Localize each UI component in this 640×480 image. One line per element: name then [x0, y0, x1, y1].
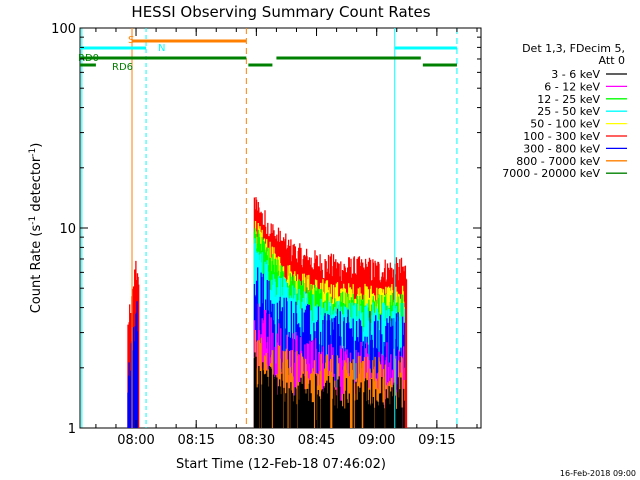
event-markers — [81, 28, 458, 428]
legend-header-line: Det 1,3, FDecim 5, — [522, 42, 625, 55]
x-tick-label: 09:15 — [418, 433, 455, 448]
x-tick-label: 09:00 — [358, 433, 395, 448]
legend-label: 300 - 800 keV — [523, 142, 600, 155]
axes: 08:00 08:15 08:30 08:45 09:00 09:15 1 10 100 — [51, 22, 481, 448]
legend-label: 3 - 6 keV — [551, 68, 600, 81]
y-tick-label: 10 — [59, 222, 76, 237]
legend-label: 25 - 50 keV — [537, 105, 600, 118]
trace-3to6keV — [253, 352, 405, 428]
chart-title: HESSI Observing Summary Count Rates — [131, 3, 430, 21]
rd0-flag-label: RD0 — [78, 53, 99, 64]
legend-label: 50 - 100 keV — [530, 118, 600, 131]
x-tick-label: 08:15 — [177, 433, 214, 448]
y-tick-label: 1 — [68, 422, 76, 437]
legend-label: 100 - 300 keV — [523, 130, 600, 143]
x-tick-label: 08:00 — [117, 433, 154, 448]
x-axis-label: Start Time (12-Feb-18 07:46:02) — [176, 457, 386, 472]
legend-header-line: Att 0 — [599, 54, 625, 67]
legend-label: 12 - 25 keV — [537, 93, 600, 106]
footer-date: 16-Feb-2018 09:00 — [560, 469, 636, 478]
legend-label: 7000 - 20000 keV — [502, 167, 600, 180]
legend-label: 6 - 12 keV — [544, 80, 600, 93]
saa-flag-label: S — [128, 35, 134, 46]
legend-label: 800 - 7000 keV — [516, 155, 600, 168]
y-tick-label: 100 — [51, 22, 76, 37]
night-flag-label: N — [158, 43, 165, 54]
y-axis-label: Count Rate (s-1 detector-1) — [28, 143, 44, 314]
data-traces — [127, 197, 408, 428]
flag-bars: S N RD0 RD6 — [78, 35, 457, 73]
rd6-flag-label: RD6 — [112, 62, 133, 73]
x-tick-label: 08:45 — [298, 433, 335, 448]
x-tick-label: 08:30 — [238, 433, 275, 448]
